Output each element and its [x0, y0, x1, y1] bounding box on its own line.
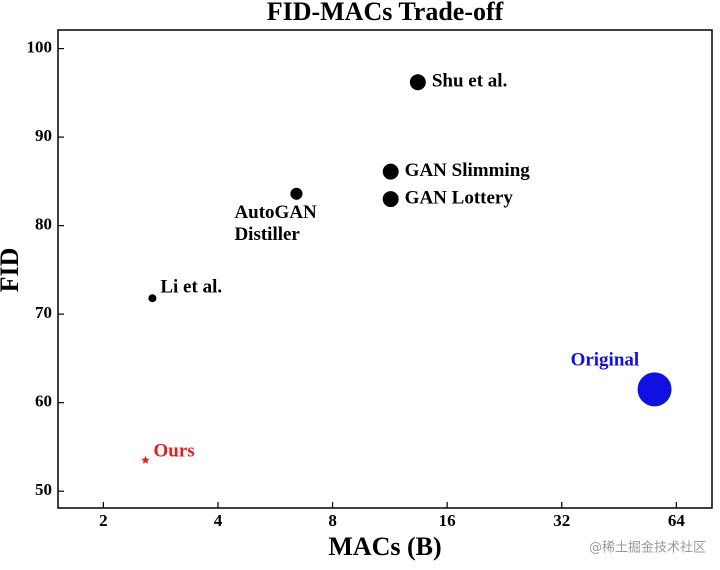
plot-frame — [57, 29, 713, 509]
x-axis-label: MACs (B) — [328, 532, 441, 561]
x-tick-label: 2 — [99, 511, 108, 530]
point — [382, 191, 399, 208]
point-label: GAN Lottery — [405, 187, 514, 208]
x-tick-label: 4 — [214, 511, 223, 530]
point-label: Original — [571, 350, 640, 371]
point — [148, 294, 157, 303]
point — [409, 74, 426, 91]
watermark: @稀土掘金技术社区 — [589, 540, 706, 556]
y-tick-label: 60 — [35, 392, 52, 411]
point-label: Ours — [153, 441, 194, 462]
point — [290, 187, 303, 200]
x-tick-label: 32 — [553, 511, 570, 530]
y-tick-label: 70 — [35, 303, 52, 322]
y-tick-label: 50 — [35, 480, 52, 499]
chart-title: FID-MACs Trade-off — [267, 0, 504, 26]
x-tick-label: 16 — [439, 511, 456, 530]
label-line: Distiller — [234, 224, 300, 245]
point — [141, 455, 150, 464]
point-label: Li et al. — [160, 277, 222, 298]
x-tick-label: 64 — [668, 511, 686, 530]
point-label: Shu et al. — [432, 71, 508, 92]
y-tick-label: 80 — [35, 215, 52, 234]
y-tick-label: 90 — [35, 126, 52, 145]
point — [382, 163, 399, 180]
point — [637, 372, 672, 407]
x-tick-label: 8 — [328, 511, 337, 530]
point-label: GAN Slimming — [405, 160, 531, 181]
y-axis-label: FID — [0, 248, 24, 293]
point-label: AutoGAN Distiller — [234, 202, 317, 245]
label-line: AutoGAN — [234, 202, 317, 223]
y-tick-label: 100 — [27, 37, 53, 56]
